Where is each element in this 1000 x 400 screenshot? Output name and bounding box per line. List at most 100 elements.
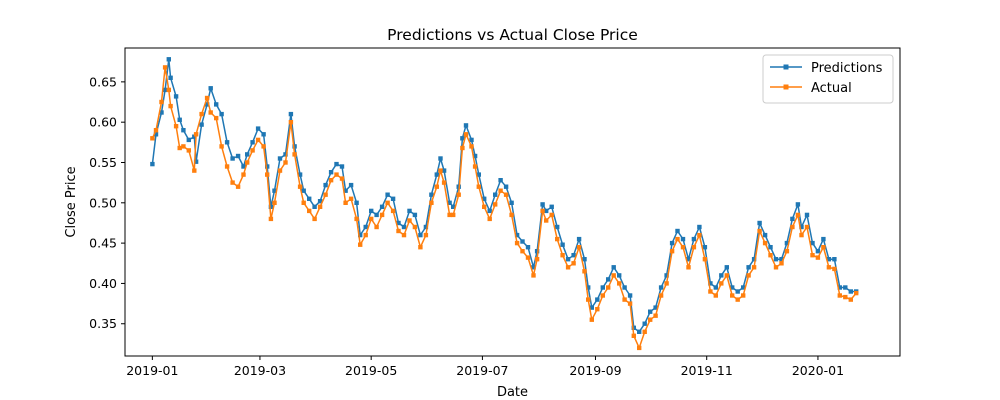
legend: Predictions Actual [762,54,894,104]
data-point-predictions [611,265,616,270]
data-point-actual [493,202,498,207]
data-point-actual [224,164,230,169]
data-point-actual [730,293,735,298]
data-point-predictions [199,122,204,127]
data-point-actual [843,294,848,300]
data-point-actual [283,160,288,165]
data-point-predictions [697,224,702,230]
data-point-actual [525,255,531,260]
data-point-predictions [369,208,374,214]
data-point-predictions [669,240,675,246]
data-point-predictions [159,110,164,115]
data-point-actual [708,289,713,294]
data-point-predictions [476,172,481,177]
data-point-actual [265,172,270,177]
data-point-predictions [255,126,261,131]
x-tick-label: 2020-01 [792,363,844,378]
data-point-predictions [328,170,334,175]
data-point-predictions [230,156,235,161]
chart-title: Predictions vs Actual Close Price [387,26,638,44]
y-tick-label: 0.55 [89,155,117,170]
data-point-actual [514,240,520,246]
data-point-actual [199,111,204,117]
data-point-actual [702,257,708,262]
data-point-predictions [181,128,186,133]
data-point-predictions [617,273,622,278]
data-point-actual [451,212,456,218]
data-point-actual [214,115,219,121]
data-point-predictions [358,232,363,238]
data-point-actual [617,281,622,286]
data-point-predictions [746,265,751,270]
legend-marker-predictions [783,64,789,70]
data-point-predictions [735,289,740,294]
data-point-actual [697,232,702,238]
data-point-predictions [434,172,439,177]
data-point-predictions [691,236,697,242]
data-point-predictions [241,164,246,169]
data-point-predictions [815,249,821,254]
data-point-actual [653,313,658,318]
data-point-predictions [799,224,804,230]
data-point-predictions [544,208,549,214]
data-point-actual [460,145,465,151]
data-point-actual [348,196,354,201]
data-point-predictions [301,188,306,193]
data-point-predictions [292,144,297,149]
data-point-predictions [334,161,339,167]
data-point-predictions [441,168,447,173]
data-point-predictions [708,281,713,286]
plot-frame [124,47,901,357]
data-point-actual [429,200,434,205]
data-point-predictions [374,212,379,218]
data-point-actual [549,212,554,218]
data-point-actual [631,333,636,338]
data-point-predictions [429,192,434,197]
data-point-actual [735,297,740,302]
data-point-actual [509,212,514,218]
data-point-predictions [390,196,396,201]
data-point-predictions [498,178,503,183]
y-tick-label: 0.45 [89,236,117,251]
data-point-predictions [162,87,168,93]
data-point-actual [762,240,768,246]
data-point-actual [434,184,439,189]
data-point-predictions [250,140,255,145]
data-point-actual [622,297,627,302]
data-point-actual [498,188,503,193]
data-point-predictions [354,200,359,205]
data-point-actual [815,255,821,260]
data-point-actual [268,216,274,222]
data-point-actual [343,200,348,205]
data-point-actual [407,218,412,223]
data-point-actual [230,180,235,185]
data-point-actual [784,249,790,254]
data-point-predictions [790,216,795,222]
data-point-actual [534,257,540,262]
data-point-actual [423,232,429,238]
data-point-predictions [493,192,498,197]
data-point-predictions [757,220,762,226]
data-point-actual [159,99,164,105]
data-point-actual [804,224,810,230]
data-point-predictions [277,156,283,161]
data-point-actual [531,273,536,278]
data-point-actual [724,273,729,278]
data-point-predictions [312,204,317,209]
data-point-predictions [186,137,191,143]
data-point-predictions [730,285,735,290]
data-point-predictions [153,132,159,137]
data-point-predictions [565,257,571,262]
data-point-predictions [297,172,303,177]
data-point-actual [810,253,815,258]
data-point-predictions [571,253,576,258]
data-point-predictions [713,285,718,290]
legend-marker-actual [783,84,789,90]
data-point-actual [565,265,571,270]
data-point-predictions [423,224,429,230]
data-point-actual [675,236,680,242]
data-point-actual [438,168,443,173]
data-point-predictions [224,140,230,145]
data-point-predictions [245,152,250,157]
data-point-actual [418,245,423,250]
